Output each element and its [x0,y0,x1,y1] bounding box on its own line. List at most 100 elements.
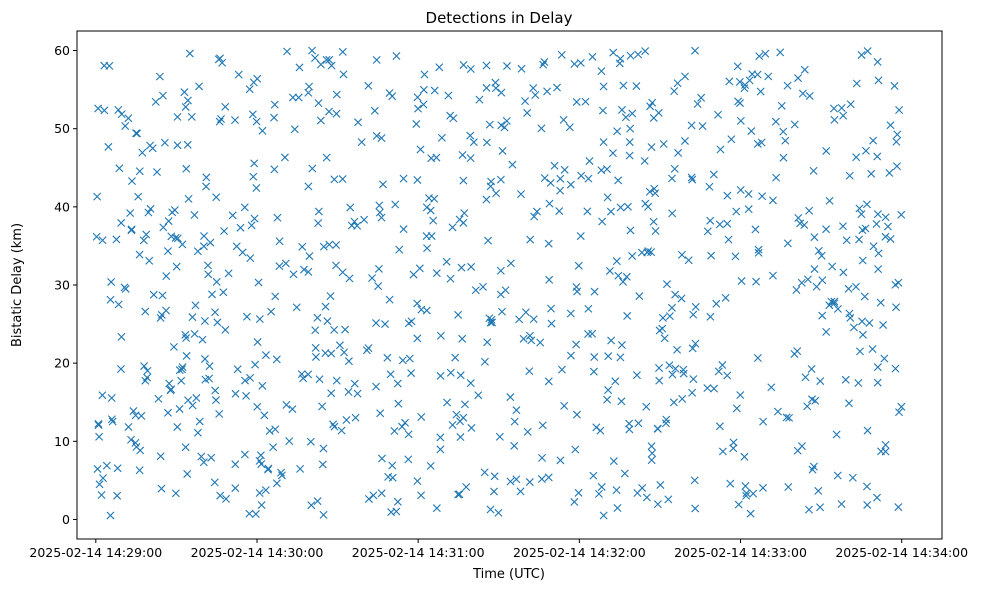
data-point [849,323,858,332]
data-point [698,122,707,131]
data-point [662,415,671,424]
data-point [327,389,336,398]
data-point [744,205,753,214]
data-point [697,93,706,102]
data-point [153,168,161,177]
data-point [203,261,212,270]
data-point [894,503,903,512]
data-point [874,265,883,274]
data-point [732,404,741,413]
data-point [800,221,809,230]
data-point [114,300,123,309]
data-point [181,102,190,111]
data-point [205,362,214,371]
data-point [879,320,888,329]
data-point [744,189,753,198]
data-point [377,454,386,463]
data-point [805,206,814,215]
data-point [231,116,239,125]
data-point [345,274,354,283]
data-point [156,452,165,461]
data-point [218,58,227,67]
data-point [467,262,476,271]
data-point [858,330,867,339]
data-point [99,474,108,483]
data-point [216,491,225,500]
data-point [776,48,785,57]
data-point [804,505,813,514]
data-point [496,290,505,299]
data-point [173,234,182,243]
data-point [319,444,328,453]
data-point [867,169,876,178]
data-point [253,338,262,347]
data-point [251,510,260,519]
data-point [881,447,890,456]
data-point [703,384,712,393]
data-point [372,55,381,64]
data-point [277,471,286,480]
data-point [459,176,468,185]
data-point [413,93,422,102]
data-point [790,120,799,129]
data-point [146,204,155,213]
data-point [793,446,802,455]
data-point [383,353,392,362]
data-point [612,257,621,266]
data-point [497,88,506,97]
data-point [413,334,422,343]
data-point [570,497,579,506]
data-point [565,123,574,132]
data-point [777,101,786,110]
data-point [435,63,444,72]
data-point [577,171,586,180]
data-point [261,486,270,495]
data-point [523,427,532,436]
data-point [811,396,820,405]
data-point [689,375,698,384]
data-point [340,348,349,357]
data-point [668,370,677,379]
data-point [213,318,222,327]
data-point [570,59,579,68]
data-point [705,182,714,191]
data-point [200,232,209,241]
data-point [616,353,625,362]
data-point [471,286,480,295]
data-point [149,290,158,299]
data-point [330,325,339,334]
data-point [752,277,761,286]
data-point [841,375,850,384]
data-point [420,70,429,79]
data-point [576,232,585,241]
data-point [364,494,373,503]
data-point [751,225,760,234]
y-tick-label: 60 [54,43,70,58]
data-point [725,77,734,86]
data-point [572,340,581,349]
data-point [221,325,230,334]
data-point [852,153,861,162]
data-point [496,175,505,184]
data-point [457,263,466,272]
data-point [325,55,334,64]
data-point [404,455,413,464]
data-point [546,178,555,187]
data-point [873,210,882,219]
data-point [486,505,495,514]
data-point [224,269,233,278]
data-point [164,408,172,417]
data-point [530,212,539,221]
data-point [377,213,386,222]
chart-title: Detections in Delay [426,9,573,27]
data-point [436,445,445,454]
data-point [344,387,353,396]
data-point [482,61,491,70]
data-point [869,136,878,145]
data-point [855,235,864,244]
data-point [876,298,885,307]
data-point [387,508,396,517]
data-point [492,189,501,198]
data-point [768,196,777,205]
data-point [195,82,204,91]
